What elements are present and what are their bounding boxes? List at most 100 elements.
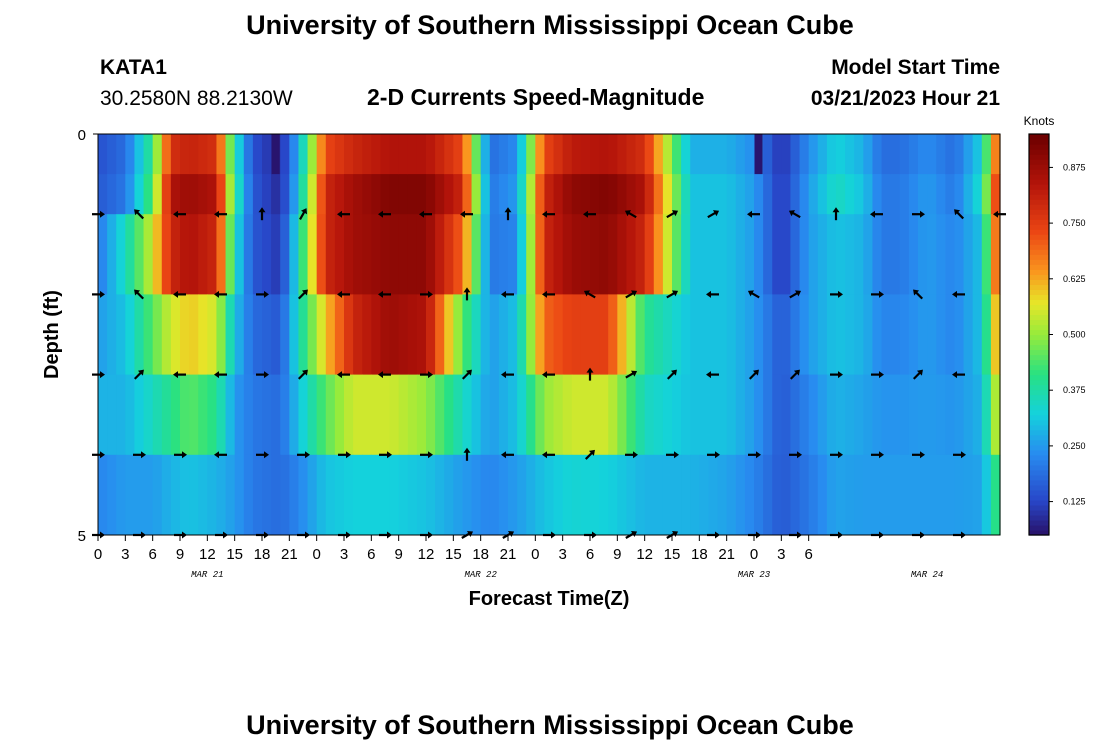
heatmap-cell [690, 454, 700, 536]
heatmap-cell [225, 294, 236, 376]
heatmap-cell [252, 454, 263, 536]
heatmap-cell [508, 454, 518, 536]
heatmap-cell [699, 134, 710, 175]
colorbar-swatch [1029, 494, 1049, 501]
current-vector-arrow [461, 530, 474, 539]
current-vector-arrow [501, 371, 514, 379]
current-vector-arrow [420, 531, 433, 539]
heatmap-cell [918, 134, 928, 175]
heatmap-cell [407, 214, 418, 295]
current-vector-arrow [789, 369, 800, 380]
heatmap-cell [389, 134, 400, 175]
colorbar-swatch [1029, 204, 1049, 210]
station-coordinates: 30.2580N 88.2130W [100, 87, 293, 110]
heatmap-cell [380, 214, 391, 295]
heatmap-cell [626, 134, 637, 175]
heatmap-cell [462, 174, 473, 215]
heatmap-cell [562, 294, 573, 376]
heatmap-cell [553, 134, 564, 175]
heatmap-cell [562, 134, 573, 175]
heatmap-cell [198, 294, 208, 376]
current-vector-arrow [583, 290, 596, 299]
colorbar-swatch [1029, 434, 1049, 441]
colorbar-swatch [1029, 259, 1049, 265]
current-vector-arrow [379, 451, 392, 459]
x-axis-title: Forecast Time(Z) [469, 588, 630, 610]
heatmap-cell [644, 454, 655, 536]
heatmap-cell [881, 374, 892, 456]
colorbar-swatch [1029, 144, 1049, 150]
heatmap-cell [662, 214, 673, 295]
heatmap-cell [243, 374, 254, 456]
colorbar-swatch [1029, 209, 1049, 215]
heatmap-cell [890, 454, 901, 536]
heatmap-cell [344, 454, 354, 536]
heatmap-cell [972, 294, 983, 376]
heatmap-cell [836, 134, 846, 175]
heatmap-cell [517, 454, 527, 536]
heatmap-cell [635, 174, 646, 215]
heatmap-cell [98, 374, 108, 456]
heatmap-cell [180, 374, 190, 456]
heatmap-cell [362, 214, 372, 295]
heatmap-cell [289, 294, 300, 376]
heatmap-cell [480, 214, 491, 295]
heatmap-cell [599, 214, 609, 295]
current-vector-arrow [173, 210, 186, 218]
heatmap-cell [198, 454, 208, 536]
heatmap-cell [371, 294, 382, 376]
colorbar-swatch [1029, 199, 1049, 205]
heatmap-cell [735, 294, 746, 376]
current-vector-arrow [993, 210, 1006, 218]
heatmap-cell [872, 134, 883, 175]
heatmap-cell [744, 374, 755, 456]
heatmap-cell [826, 174, 837, 215]
heatmap-cell [836, 174, 846, 215]
current-vector-arrow [953, 531, 966, 539]
heatmap-cell [580, 374, 591, 456]
heatmap-cell [271, 174, 281, 215]
current-vector-arrow [463, 287, 471, 301]
heatmap-cell [316, 294, 327, 376]
current-vector-arrow [748, 531, 761, 539]
heatmap-cell [526, 174, 536, 215]
heatmap-cell [325, 294, 336, 376]
heatmap-cell [908, 214, 919, 295]
heatmap-cell [435, 174, 445, 215]
heatmap-cell [262, 374, 272, 456]
colorbar-swatch [1029, 159, 1049, 165]
heatmap-cell [98, 214, 108, 295]
heatmap-cell [407, 374, 418, 456]
heatmap-cell [626, 294, 637, 376]
x-tick-label: 0 [531, 546, 539, 563]
heatmap-cell [763, 374, 773, 456]
heatmap-cell [945, 454, 956, 536]
heatmap-cell [189, 214, 199, 295]
current-vector-arrow [214, 371, 227, 379]
colorbar-swatch [1029, 219, 1049, 225]
heatmap-cell [252, 174, 263, 215]
heatmap-cell [963, 134, 974, 175]
heatmap-cell [216, 174, 227, 215]
heatmap-cell [653, 454, 664, 536]
heatmap-cell [708, 214, 719, 295]
x-tick-label: 0 [750, 546, 758, 563]
current-vector-arrow [215, 531, 228, 539]
heatmap-cell [389, 454, 400, 536]
heatmap-cell [617, 454, 628, 536]
heatmap-cell [681, 294, 691, 376]
heatmap-cell [881, 294, 892, 376]
heatmap-cell [453, 294, 464, 376]
heatmap-cell [334, 454, 345, 536]
heatmap-cell [471, 174, 482, 215]
heatmap-cell [781, 174, 792, 215]
heatmap-cell [945, 214, 956, 295]
colorbar-swatch [1029, 529, 1049, 536]
heatmap-cell [836, 214, 846, 295]
heatmap-cell [881, 174, 892, 215]
current-vector-arrow [912, 531, 925, 539]
heatmap-cell [826, 294, 837, 376]
x-tick-label: 12 [418, 546, 435, 563]
heatmap-cell [316, 374, 327, 456]
heatmap-cell [435, 214, 445, 295]
